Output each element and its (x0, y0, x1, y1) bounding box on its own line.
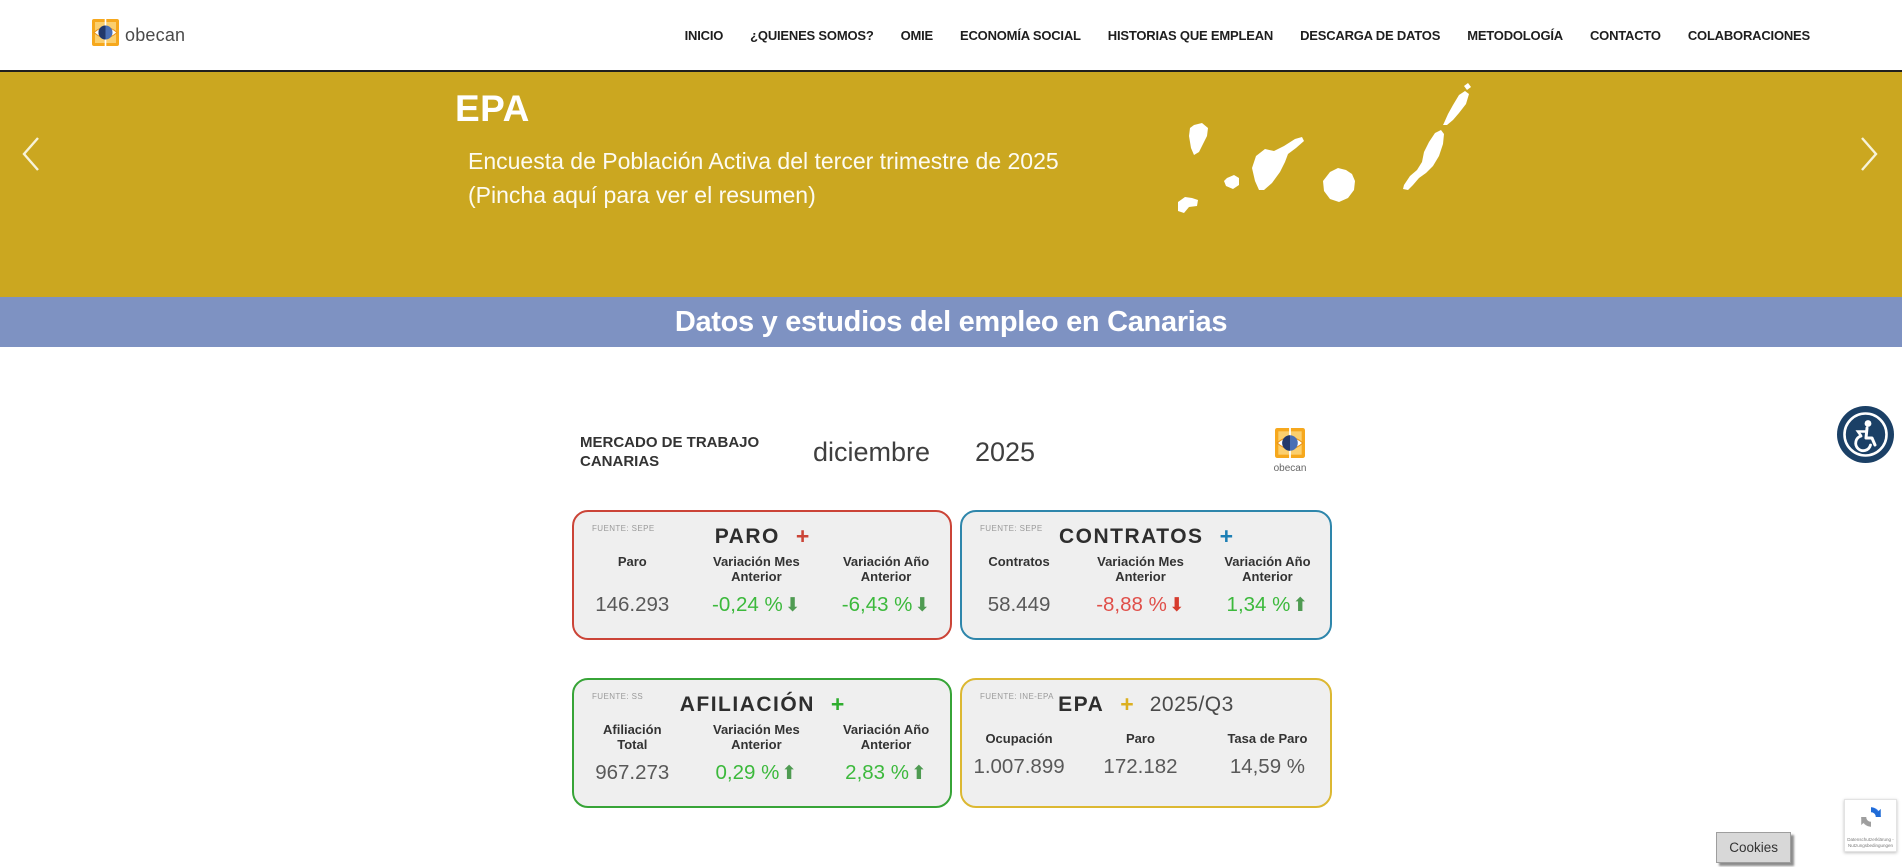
dashboard-month: diciembre (813, 437, 931, 467)
card-afiliacion: FUENTE: SS AFILIACIÓN + Afiliación Total… (572, 678, 952, 808)
island-gran-canaria (1323, 168, 1355, 202)
hero-subtitle-line1: Encuesta de Población Activa del tercer … (468, 148, 1059, 174)
kpi-value: 172.182 (1103, 755, 1178, 778)
card-epa: FUENTE: INE-EPA EPA + 2025/Q3 Ocupación … (960, 678, 1332, 808)
card-epa-source: FUENTE: INE-EPA (980, 692, 1054, 701)
mini-logo-caption: obecan (1273, 463, 1307, 474)
column-header: Paro (1126, 731, 1155, 746)
card-paro-source: FUENTE: SEPE (592, 524, 655, 533)
section-title-bar: Datos y estudios del empleo en Canarias (0, 297, 1902, 347)
dashboard-year: 2025 (975, 437, 1036, 467)
island-la-gomera (1224, 175, 1239, 189)
obecan-eye-icon (92, 19, 119, 51)
nav-economia-social[interactable]: ECONOMÍA SOCIAL (960, 27, 1081, 43)
kpi-value: 967.273 (595, 761, 670, 784)
card-epa-expand-button[interactable]: + (1120, 691, 1134, 717)
nav-omie[interactable]: OMIE (900, 27, 934, 43)
hero-subtitle-line2: (Pincha aquí para ver el resumen) (468, 182, 816, 208)
brand-name: obecan (125, 24, 186, 45)
kpi-value: 0,29 % ⬆ (715, 761, 798, 784)
trend-up-icon: ⬆ (1292, 595, 1309, 616)
trend-down-icon: ⬇ (1168, 595, 1185, 616)
kpi-card-grid: FUENTE: SEPE PARO + Paro Variación Mes A… (572, 510, 1332, 808)
card-contratos-expand-button[interactable]: + (1219, 523, 1233, 549)
canary-islands-map (1172, 78, 1502, 233)
column-header: Tasa de Paro (1227, 731, 1308, 746)
trend-up-icon: ⬆ (911, 763, 927, 784)
nav-metodologia[interactable]: METODOLOGÍA (1467, 27, 1563, 43)
recaptcha-privacy-text[interactable]: Datenschutzerklärung - Nutzungsbedingung… (1847, 837, 1894, 848)
nav-colaboraciones[interactable]: COLABORACIONES (1687, 27, 1810, 43)
card-epa-period: 2025/Q3 (1149, 693, 1234, 716)
obecan-eye-icon-small (1275, 428, 1305, 458)
card-paro: FUENTE: SEPE PARO + Paro Variación Mes A… (572, 510, 952, 640)
island-fuerteventura (1403, 130, 1444, 190)
kpi-value: 1.007.899 (973, 755, 1065, 778)
kpi-value: 58.449 (987, 593, 1051, 616)
carousel-next-icon[interactable] (1856, 134, 1886, 174)
kpi-value: 14,59 % (1229, 755, 1306, 778)
kpi-value: -6,43 % ⬇ (841, 593, 931, 616)
island-la-palma (1189, 123, 1208, 155)
column-header: Paro (617, 554, 647, 569)
column-header: Variación Año Anterior (842, 554, 930, 584)
island-el-hierro (1178, 197, 1198, 213)
card-contratos: FUENTE: SEPE CONTRATOS + Contratos Varia… (960, 510, 1332, 640)
card-contratos-title: CONTRATOS (1059, 525, 1204, 548)
nav-quienes-somos[interactable]: ¿QUIENES SOMOS? (750, 27, 874, 43)
hero-title: EPA (455, 88, 530, 129)
island-lanzarote (1443, 91, 1469, 125)
recaptcha-icon (1860, 807, 1881, 827)
carousel-prev-icon[interactable] (18, 134, 48, 174)
island-tenerife (1252, 137, 1304, 190)
trend-up-icon: ⬆ (781, 763, 798, 784)
card-afiliacion-title: AFILIACIÓN (679, 693, 815, 716)
recaptcha-badge[interactable]: Datenschutzerklärung - Nutzungsbedingung… (1844, 799, 1897, 852)
column-header: Variación Mes Anterior (712, 722, 800, 752)
card-contratos-source: FUENTE: SEPE (980, 524, 1043, 533)
column-header: Variación Mes Anterior (1097, 554, 1184, 584)
card-paro-expand-button[interactable]: + (795, 523, 810, 549)
card-afiliacion-source: FUENTE: SS (592, 692, 644, 701)
hero-carousel: EPA Encuesta de Población Activa del ter… (0, 70, 1902, 297)
trend-down-icon: ⬇ (914, 595, 931, 616)
nav-inicio[interactable]: INICIO (684, 27, 724, 43)
kpi-value: 1,34 % ⬆ (1226, 593, 1309, 616)
card-epa-title: EPA (1058, 693, 1105, 716)
main-nav: INICIO ¿QUIENES SOMOS? OMIE ECONOMÍA SOC… (684, 27, 1811, 43)
dashboard-obecan-logo: obecan (1268, 428, 1312, 474)
dashboard-heading: MERCADO DE TRABAJO CANARIAS (580, 434, 760, 470)
accessibility-wheelchair-icon (1843, 412, 1888, 457)
card-paro-title: PARO (714, 525, 780, 548)
trend-down-icon: ⬇ (784, 595, 801, 616)
column-header: Variación Año Anterior (842, 722, 930, 752)
nav-contacto[interactable]: CONTACTO (1589, 27, 1661, 43)
column-header: Variación Año Anterior (1224, 554, 1311, 584)
column-header: Variación Mes Anterior (712, 554, 800, 584)
kpi-value: 146.293 (595, 593, 670, 616)
nav-descarga-de-datos[interactable]: DESCARGA DE DATOS (1300, 27, 1441, 43)
obecan-logo[interactable]: obecan (92, 19, 185, 51)
section-title: Datos y estudios del empleo en Canarias (674, 305, 1228, 338)
column-header: Contratos (988, 554, 1050, 569)
card-afiliacion-expand-button[interactable]: + (830, 691, 845, 717)
column-header: Ocupación (985, 731, 1053, 746)
hero-subtitle-link[interactable]: Encuesta de Población Activa del tercer … (468, 144, 1059, 212)
nav-historias-que-emplean[interactable]: HISTORIAS QUE EMPLEAN (1107, 27, 1274, 43)
column-header: Afiliación Total (603, 722, 662, 752)
cookies-button[interactable]: Cookies (1716, 832, 1791, 863)
kpi-value: 2,83 % ⬆ (845, 761, 927, 784)
kpi-value: -8,88 % ⬇ (1096, 593, 1185, 616)
island-la-graciosa (1464, 83, 1471, 90)
kpi-value: -0,24 % ⬇ (712, 593, 801, 616)
accessibility-button[interactable] (1837, 406, 1894, 463)
top-navbar: obecan INICIO ¿QUIENES SOMOS? OMIE ECONO… (0, 0, 1902, 70)
